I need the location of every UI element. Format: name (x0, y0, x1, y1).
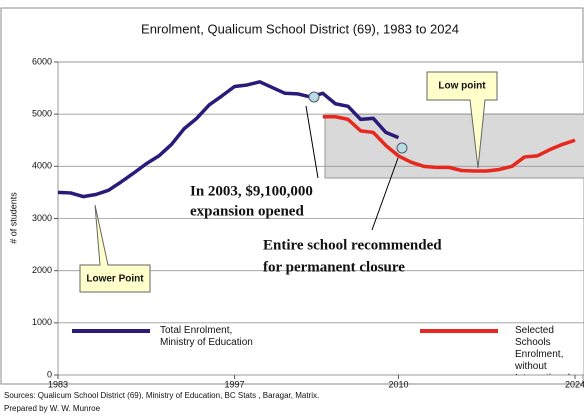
legend-entry: Total Enrolment, Ministry of Education (160, 325, 253, 348)
annotation: for permanent closure (263, 259, 405, 275)
legend-label: Total Enrolment, Ministry of Education (160, 325, 253, 348)
marker (396, 142, 408, 154)
annotation: expansion opened (190, 203, 304, 219)
callout-label: Lower Point (86, 274, 144, 285)
legend-label: Selected Schools Enrolment, without Inte… (515, 325, 570, 375)
callout (79, 204, 151, 293)
annotation: In 2003, $9,100,000 (190, 183, 313, 199)
series (57, 80, 576, 199)
arrow (371, 157, 399, 231)
callout (426, 71, 498, 169)
chart-title: Enrolment, Qualicum School District (69)… (141, 21, 459, 36)
x-tick-label: 1997 (225, 379, 245, 389)
y-tick-label: 2000 (32, 265, 52, 275)
y-tick-label: 1000 (32, 317, 52, 327)
y-tick-label: 4000 (32, 161, 52, 171)
callout-label: Low point (438, 81, 486, 92)
legend-entry: Selected Schools Enrolment, without Inte… (515, 325, 570, 375)
marker (308, 91, 320, 103)
y-tick-label: 6000 (32, 56, 52, 66)
arrow (305, 105, 319, 179)
x-tick-label: 1983 (48, 379, 68, 389)
y-tick-label: 0 (47, 369, 52, 379)
x-tick-label: 2024 (565, 379, 584, 389)
series-line (57, 80, 400, 199)
source-note: Sources: Qualicum School District (69), … (4, 391, 319, 400)
series-line (322, 115, 576, 173)
y-axis-label: # of students (8, 192, 18, 244)
x-tick-label: 2010 (388, 379, 408, 389)
y-tick-label: 5000 (32, 109, 52, 119)
legend: Total Enrolment, Ministry of Education Se… (72, 325, 570, 375)
source-note: Prepared by W. W. Munroe (4, 404, 101, 413)
annotation: Entire school recommended (263, 237, 442, 253)
y-tick-label: 3000 (32, 213, 52, 223)
